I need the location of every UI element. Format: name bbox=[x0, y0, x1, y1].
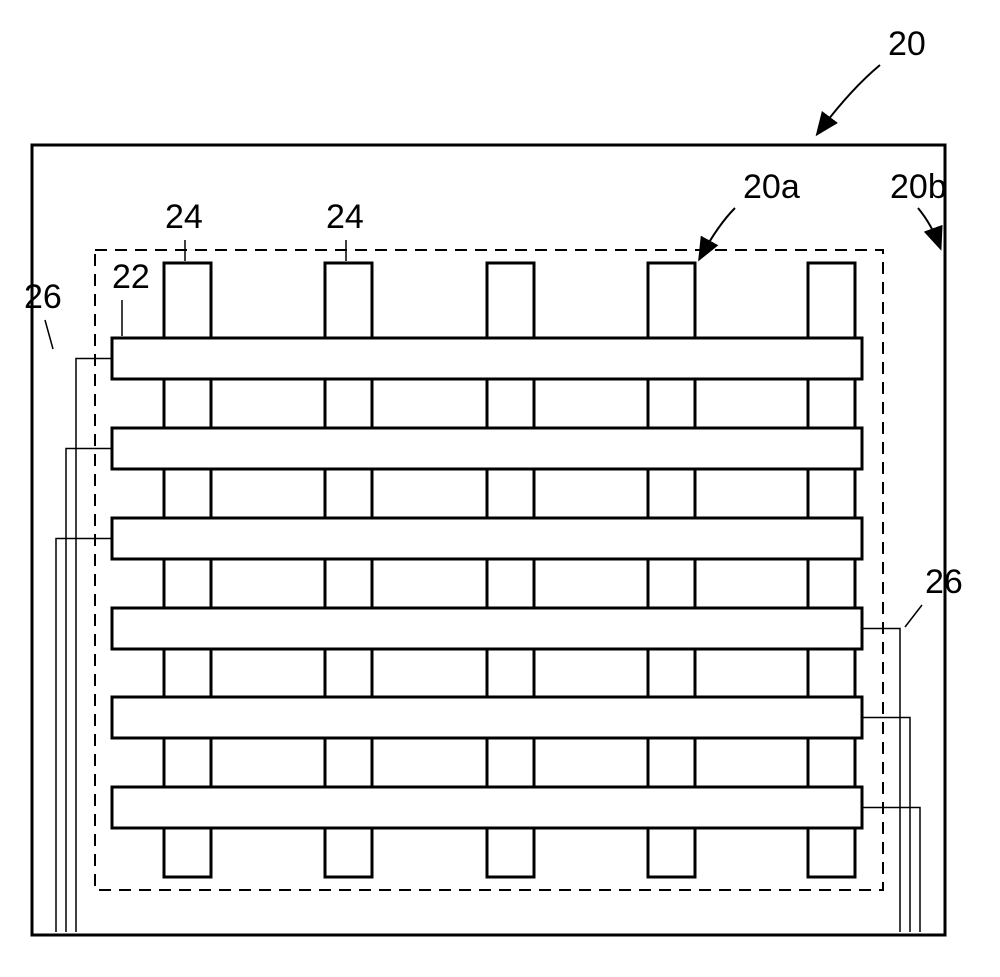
horizontal-bar bbox=[112, 338, 862, 379]
horizontal-bar bbox=[112, 697, 862, 738]
diagram-container: 20 22 20a 20b 24 24 26 26 bbox=[0, 0, 1000, 972]
label-22: 22 bbox=[112, 258, 150, 296]
horizontal-bar bbox=[112, 428, 862, 469]
horizontal-bar bbox=[112, 787, 862, 828]
label-24_1: 24 bbox=[165, 198, 203, 236]
leader-line bbox=[918, 208, 940, 247]
horizontal-bar bbox=[112, 518, 862, 559]
trace-right bbox=[862, 718, 910, 933]
schematic-svg: 20 22 20a 20b 24 24 26 26 bbox=[0, 0, 1000, 972]
trace-right bbox=[862, 629, 900, 933]
leader-line bbox=[905, 605, 922, 627]
label-26_l: 26 bbox=[24, 278, 62, 316]
trace-left bbox=[56, 539, 112, 933]
leader-line bbox=[818, 65, 880, 133]
label-20a: 20a bbox=[743, 168, 800, 206]
trace-left bbox=[66, 449, 112, 933]
label-26_r: 26 bbox=[925, 563, 963, 601]
label-20: 20 bbox=[888, 25, 926, 63]
trace-right bbox=[862, 808, 920, 933]
label-20b: 20b bbox=[890, 168, 947, 206]
label-24_2: 24 bbox=[326, 198, 364, 236]
horizontal-bar bbox=[112, 608, 862, 649]
leader-line bbox=[45, 320, 53, 349]
